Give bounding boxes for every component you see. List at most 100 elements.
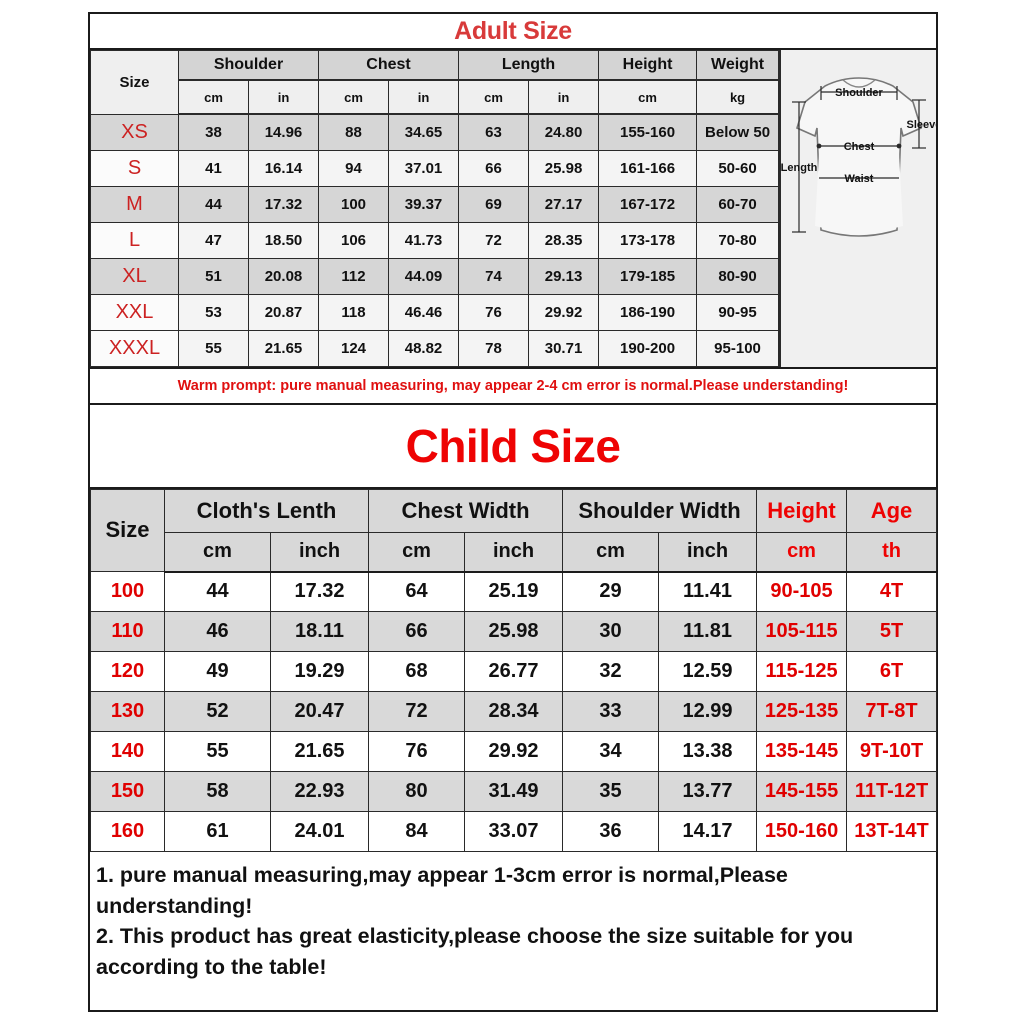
- table-row: XXXL 55 21.65 124 48.82 78 30.71 190-200…: [90, 329, 780, 367]
- adult-cell-shoulder-cm: 38: [178, 113, 249, 151]
- size-chart-card: Adult Size Size Shoulder Chest Length He…: [88, 12, 938, 1012]
- chest-endpoint-left: [816, 143, 822, 149]
- adult-cell-shoulder-cm: 53: [178, 293, 249, 331]
- adult-cell-shoulder-cm: 51: [178, 257, 249, 295]
- child-cell-height-cm: 90-105: [756, 571, 848, 612]
- adult-cell-length-in: 25.98: [528, 149, 600, 187]
- adult-cell-height-cm: 186-190: [598, 293, 698, 331]
- adult-cell-shoulder-in: 20.87: [248, 293, 319, 331]
- child-cell-length-cm: 44: [164, 571, 271, 612]
- child-unit-chest-cm: cm: [368, 531, 466, 573]
- adult-unit-shoulder-in: in: [248, 79, 319, 115]
- adult-col-length: Length: [458, 50, 600, 81]
- table-row: 140 55 21.65 76 29.92 34 13.38 135-145 9…: [90, 731, 938, 772]
- child-cell-chest-inch: 25.98: [464, 611, 564, 652]
- child-unit-age-th: th: [846, 531, 938, 573]
- adult-cell-shoulder-in: 17.32: [248, 185, 319, 223]
- child-cell-age: 9T-10T: [846, 731, 938, 772]
- adult-cell-chest-in: 48.82: [387, 329, 460, 367]
- adult-cell-length-in: 27.17: [528, 185, 600, 223]
- adult-cell-chest-in: 41.73: [387, 221, 460, 259]
- table-row: 150 58 22.93 80 31.49 35 13.77 145-155 1…: [90, 771, 938, 812]
- adult-cell-chest-in: 39.37: [387, 185, 460, 223]
- child-cell-shoulder-inch: 12.99: [658, 691, 758, 732]
- child-unit-height-cm: cm: [756, 531, 848, 573]
- adult-cell-chest-in: 37.01: [387, 149, 460, 187]
- child-cell-length-cm: 52: [164, 691, 271, 732]
- child-cell-age: 4T: [846, 571, 938, 612]
- child-cell-length-cm: 49: [164, 651, 271, 692]
- adult-cell-length-in: 24.80: [528, 113, 600, 151]
- child-cell-length-cm: 58: [164, 771, 271, 812]
- child-size-title: Child Size: [90, 404, 936, 489]
- child-row-size: 120: [90, 651, 165, 692]
- adult-cell-height-cm: 155-160: [598, 113, 698, 151]
- child-row-size: 150: [90, 771, 165, 812]
- adult-col-weight: Weight: [696, 50, 780, 81]
- adult-cell-weight-kg: Below 50: [696, 113, 780, 151]
- child-cell-length-inch: 24.01: [269, 811, 370, 852]
- adult-col-size: Size: [90, 50, 179, 115]
- child-unit-length-cm: cm: [164, 531, 271, 573]
- child-unit-chest-inch: inch: [464, 531, 564, 573]
- table-row: XL 51 20.08 112 44.09 74 29.13 179-185 8…: [90, 257, 780, 295]
- table-row: 130 52 20.47 72 28.34 33 12.99 125-135 7…: [90, 691, 938, 732]
- child-cell-chest-inch: 33.07: [464, 811, 564, 852]
- adult-cell-shoulder-in: 21.65: [248, 329, 319, 367]
- adult-cell-weight-kg: 80-90: [696, 257, 780, 295]
- adult-cell-length-in: 28.35: [528, 221, 600, 259]
- adult-cell-shoulder-in: 20.08: [248, 257, 319, 295]
- adult-cell-chest-cm: 106: [318, 221, 389, 259]
- child-cell-length-cm: 61: [164, 811, 271, 852]
- adult-header-group-row: Size Shoulder Chest Length Height Weight: [90, 50, 780, 115]
- child-row-size: 160: [90, 811, 165, 852]
- child-row-size: 110: [90, 611, 165, 652]
- table-row: M 44 17.32 100 39.37 69 27.17 167-172 60…: [90, 185, 780, 223]
- adult-cell-height-cm: 161-166: [598, 149, 698, 187]
- adult-col-shoulder: Shoulder: [178, 50, 319, 81]
- adult-cell-chest-cm: 88: [318, 113, 389, 151]
- child-cell-length-inch: 19.29: [269, 651, 370, 692]
- child-unit-shoulder-cm: cm: [562, 531, 660, 573]
- child-cell-chest-inch: 28.34: [464, 691, 564, 732]
- adult-cell-height-cm: 190-200: [598, 329, 698, 367]
- adult-cell-shoulder-in: 14.96: [248, 113, 319, 151]
- child-cell-age: 13T-14T: [846, 811, 938, 852]
- child-cell-length-inch: 20.47: [269, 691, 370, 732]
- adult-cell-length-cm: 66: [458, 149, 530, 187]
- child-cell-age: 7T-8T: [846, 691, 938, 732]
- adult-cell-length-cm: 74: [458, 257, 530, 295]
- child-cell-chest-inch: 25.19: [464, 571, 564, 612]
- child-col-height: Height: [756, 488, 848, 533]
- child-cell-shoulder-cm: 33: [562, 691, 660, 732]
- adult-cell-weight-kg: 50-60: [696, 149, 780, 187]
- child-row-size: 130: [90, 691, 165, 732]
- child-cell-length-inch: 21.65: [269, 731, 370, 772]
- child-cell-shoulder-cm: 35: [562, 771, 660, 812]
- adult-cell-length-cm: 72: [458, 221, 530, 259]
- table-row: S 41 16.14 94 37.01 66 25.98 161-166 50-…: [90, 149, 780, 187]
- table-row: 100 44 17.32 64 25.19 29 11.41 90-105 4T: [90, 571, 938, 612]
- child-cell-height-cm: 115-125: [756, 651, 848, 692]
- adult-cell-shoulder-in: 16.14: [248, 149, 319, 187]
- child-cell-height-cm: 105-115: [756, 611, 848, 652]
- adult-cell-height-cm: 179-185: [598, 257, 698, 295]
- adult-cell-chest-cm: 112: [318, 257, 389, 295]
- child-cell-height-cm: 125-135: [756, 691, 848, 732]
- adult-cell-chest-cm: 100: [318, 185, 389, 223]
- child-cell-length-cm: 55: [164, 731, 271, 772]
- adult-cell-weight-kg: 70-80: [696, 221, 780, 259]
- child-cell-age: 11T-12T: [846, 771, 938, 812]
- child-cell-height-cm: 150-160: [756, 811, 848, 852]
- warm-prompt-note: Warm prompt: pure manual measuring, may …: [90, 368, 936, 405]
- figure-label-chest: Chest: [844, 141, 875, 153]
- tshirt-torso-fill: [815, 154, 904, 232]
- child-cell-shoulder-cm: 36: [562, 811, 660, 852]
- adult-unit-chest-cm: cm: [318, 79, 389, 115]
- child-cell-chest-cm: 72: [368, 691, 466, 732]
- child-cell-chest-cm: 68: [368, 651, 466, 692]
- child-cell-shoulder-cm: 29: [562, 571, 660, 612]
- child-cell-shoulder-inch: 13.38: [658, 731, 758, 772]
- adult-cell-shoulder-cm: 47: [178, 221, 249, 259]
- adult-unit-length-in: in: [528, 79, 600, 115]
